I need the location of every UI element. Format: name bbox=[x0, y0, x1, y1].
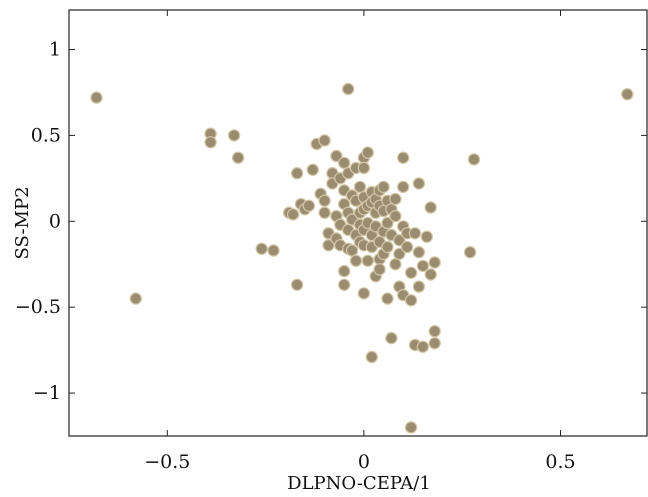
data-point bbox=[381, 216, 394, 230]
data-point bbox=[404, 266, 418, 279]
data-point bbox=[231, 151, 245, 164]
data-point bbox=[338, 156, 351, 170]
data-point bbox=[404, 294, 418, 307]
y-tick-label: 0 bbox=[49, 210, 61, 232]
y-axis-title: SS-MP2 bbox=[12, 186, 33, 259]
data-point bbox=[397, 180, 410, 194]
plot-frame bbox=[68, 9, 648, 437]
data-point bbox=[381, 292, 394, 305]
data-point bbox=[467, 153, 481, 166]
data-point bbox=[338, 278, 351, 291]
data-point bbox=[389, 209, 402, 223]
data-point bbox=[342, 82, 355, 96]
data-point bbox=[424, 268, 437, 281]
data-point bbox=[357, 161, 371, 175]
data-point bbox=[416, 340, 430, 353]
data-point bbox=[412, 177, 426, 190]
data-point bbox=[381, 240, 394, 254]
data-point bbox=[420, 230, 433, 243]
points-layer bbox=[90, 82, 634, 434]
data-point bbox=[400, 240, 414, 254]
data-point bbox=[338, 264, 351, 278]
x-tick-label: 0 bbox=[358, 451, 370, 473]
data-point bbox=[416, 259, 430, 273]
data-point bbox=[330, 149, 343, 163]
y-tick-label: −0.5 bbox=[15, 296, 61, 318]
data-point bbox=[318, 134, 331, 147]
data-point bbox=[463, 245, 477, 259]
data-point bbox=[428, 337, 441, 350]
data-point bbox=[318, 194, 331, 207]
data-point bbox=[286, 208, 300, 221]
data-point bbox=[267, 244, 280, 257]
data-point bbox=[361, 254, 374, 267]
data-point bbox=[302, 199, 316, 212]
data-point bbox=[306, 163, 319, 176]
data-point bbox=[397, 151, 410, 164]
data-point bbox=[389, 258, 402, 271]
data-point bbox=[404, 421, 418, 434]
data-point bbox=[290, 278, 304, 291]
data-point bbox=[290, 166, 304, 180]
data-point bbox=[621, 87, 634, 101]
y-tick-label: −1 bbox=[33, 382, 61, 404]
data-point bbox=[389, 192, 402, 206]
data-point bbox=[204, 136, 217, 149]
y-tick-label: 1 bbox=[49, 39, 61, 61]
x-tick-label: 0.5 bbox=[545, 451, 575, 473]
data-point bbox=[373, 263, 386, 276]
data-point bbox=[227, 129, 241, 142]
data-point bbox=[353, 180, 367, 194]
data-point bbox=[318, 206, 331, 219]
data-point bbox=[385, 331, 398, 345]
data-point bbox=[365, 350, 378, 364]
data-point bbox=[408, 227, 422, 240]
data-point bbox=[90, 91, 103, 104]
data-point bbox=[393, 247, 406, 261]
data-point bbox=[129, 292, 142, 305]
x-axis: −0.5 0 0.5 bbox=[144, 10, 576, 473]
data-point bbox=[357, 287, 371, 300]
data-point bbox=[349, 254, 363, 267]
data-point bbox=[393, 233, 406, 247]
data-point bbox=[361, 146, 374, 159]
data-point bbox=[412, 280, 426, 293]
y-tick-label: 0.5 bbox=[31, 124, 61, 146]
data-point bbox=[428, 325, 441, 338]
y-axis: −1 −0.5 0 0.5 1 bbox=[15, 39, 647, 404]
x-axis-title: DLPNO-CEPA/1 bbox=[287, 473, 431, 494]
data-point bbox=[255, 242, 268, 255]
data-point bbox=[377, 180, 390, 194]
data-point bbox=[428, 256, 441, 269]
data-point bbox=[424, 201, 437, 214]
x-tick-label: −0.5 bbox=[144, 451, 190, 473]
data-point bbox=[412, 245, 426, 259]
